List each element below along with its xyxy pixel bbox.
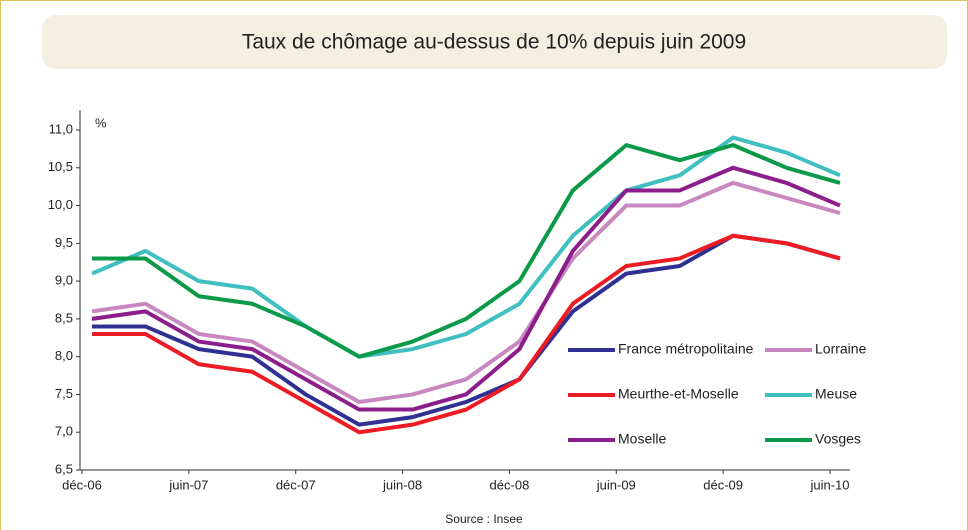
- series-line: [92, 143, 841, 359]
- y-tick-label: 8,5: [55, 310, 73, 325]
- y-tick-label: 10,0: [48, 197, 73, 212]
- x-tick-label: juin-08: [382, 477, 422, 492]
- x-tick-label: juin-10: [809, 477, 849, 492]
- legend-label: France métropolitaine: [618, 341, 754, 357]
- series-line: [92, 233, 841, 427]
- legend-label: Meuse: [815, 386, 857, 402]
- y-tick-label: 9,0: [55, 273, 73, 288]
- series-line: [92, 233, 841, 435]
- source: Source : Insee: [445, 512, 523, 526]
- legend-label: Vosges: [815, 431, 861, 447]
- x-tick-label: déc-07: [276, 477, 316, 492]
- x-tick-label: déc-08: [490, 477, 530, 492]
- series-line: [91, 180, 841, 404]
- y-tick-label: 11,0: [49, 121, 73, 136]
- y-tick-label: 10,5: [48, 159, 73, 174]
- y-axis-label: %: [95, 115, 107, 130]
- chart-title: Taux de chômage au-dessus de 10% depuis …: [242, 31, 746, 54]
- title-box: [42, 15, 947, 69]
- legend-label: Lorraine: [815, 341, 867, 357]
- y-tick-label: 7,5: [55, 386, 73, 401]
- x-tick-label: juin-07: [168, 477, 208, 492]
- legend-label: Meurthe-et-Moselle: [618, 386, 739, 402]
- x-tick-label: déc-09: [703, 477, 743, 492]
- legend-label: Moselle: [618, 431, 666, 447]
- series-line: [91, 165, 841, 412]
- y-tick-label: 8,0: [55, 348, 73, 363]
- x-tick-label: juin-09: [596, 477, 636, 492]
- y-tick-label: 9,5: [55, 235, 73, 250]
- y-tick-label: 7,0: [55, 424, 73, 439]
- y-tick-label: 6,5: [55, 461, 73, 476]
- x-tick-label: déc-06: [62, 477, 102, 492]
